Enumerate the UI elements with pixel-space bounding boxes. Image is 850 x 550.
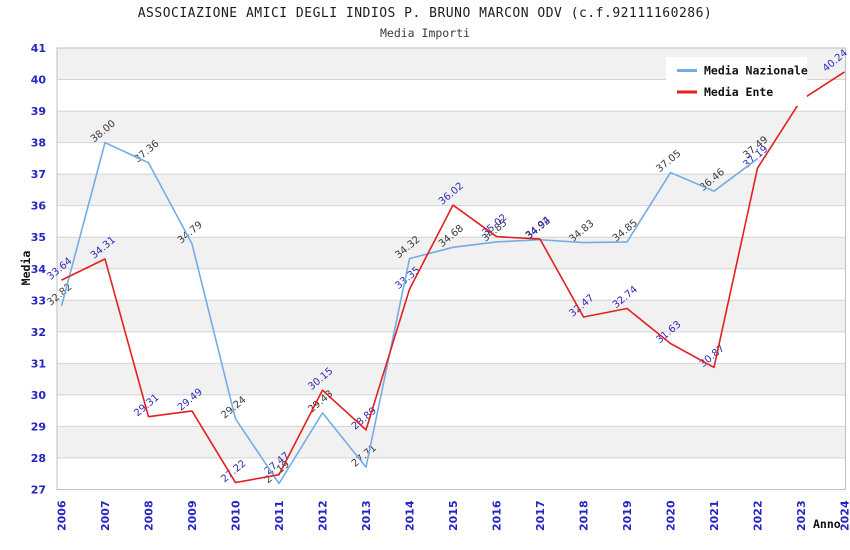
- x-tick-label: 2021: [708, 500, 721, 531]
- x-tick-label: 2018: [578, 500, 591, 531]
- x-tick-label: 2020: [665, 500, 678, 531]
- legend-item-ente: Media Ente: [677, 85, 773, 99]
- y-tick-label: 36: [31, 200, 47, 213]
- x-tick-label: 2022: [752, 500, 765, 531]
- x-tick-label: 2017: [534, 500, 547, 531]
- x-tick-label: 2014: [404, 500, 417, 531]
- x-tick-label: 2019: [621, 500, 634, 531]
- y-tick-label: 29: [31, 420, 46, 433]
- legend-item-nazionale: Media Nazionale: [677, 64, 808, 78]
- x-tick-label: 2006: [56, 500, 69, 531]
- y-tick-label: 39: [31, 105, 46, 118]
- y-tick-label: 32: [31, 326, 46, 339]
- x-tick-label: 2015: [447, 500, 460, 531]
- y-tick-label: 28: [31, 452, 46, 465]
- legend-label: Media Ente: [704, 85, 773, 99]
- media-nazionale-line: [60, 141, 758, 485]
- x-tick-label: 2008: [143, 500, 156, 531]
- y-axis-title: Media: [19, 251, 33, 286]
- media-ente-line: [61, 71, 845, 484]
- y-tick-label: 27: [31, 484, 46, 497]
- band: [57, 237, 846, 269]
- y-tick-label: 37: [31, 168, 46, 181]
- band: [57, 300, 846, 332]
- band: [57, 174, 846, 206]
- x-tick-label: 2009: [186, 500, 199, 531]
- y-tick-label: 40: [31, 74, 47, 87]
- x-tick-label: 2023: [795, 500, 808, 531]
- x-tick-label: 2024: [839, 500, 850, 531]
- x-axis-ticks: 2006 2007 2008 2009 2010 2011 2012 2013 2014 2015…: [56, 500, 850, 531]
- y-axis-ticks: 27 28 29 30 31 32 33 34 35 36 37 38 39 40 41: [31, 42, 47, 497]
- y-tick-label: 30: [31, 389, 47, 402]
- y-tick-label: 35: [31, 231, 46, 244]
- x-tick-label: 2010: [230, 500, 243, 531]
- data-label: 29.24: [219, 395, 248, 422]
- y-tick-label: 33: [31, 294, 46, 307]
- y-tick-label: 38: [31, 137, 46, 150]
- plot-border: [56, 47, 846, 490]
- band: [57, 426, 846, 458]
- legend-label: Media Nazionale: [704, 64, 808, 78]
- y-tick-label: 34: [31, 263, 47, 276]
- legend: Media Nazionale Media Ente: [666, 57, 808, 106]
- x-tick-label: 2016: [491, 500, 504, 531]
- y-tick-label: 31: [31, 357, 46, 370]
- band-shading: [57, 48, 846, 458]
- chart-title: ASSOCIAZIONE AMICI DEGLI INDIOS P. BRUNO…: [137, 6, 713, 21]
- band: [57, 111, 846, 143]
- data-label: 37.05: [654, 148, 683, 175]
- y-tick-label: 41: [31, 42, 46, 55]
- x-tick-label: 2012: [317, 500, 330, 531]
- x-tick-label: 2011: [273, 500, 286, 531]
- legend-background: [666, 57, 807, 106]
- band: [57, 363, 846, 395]
- x-axis-title: Anno: [813, 517, 841, 531]
- x-tick-label: 2007: [99, 500, 112, 531]
- x-tick-label: 2013: [360, 500, 373, 531]
- chart-subtitle: Media Importi: [379, 26, 470, 40]
